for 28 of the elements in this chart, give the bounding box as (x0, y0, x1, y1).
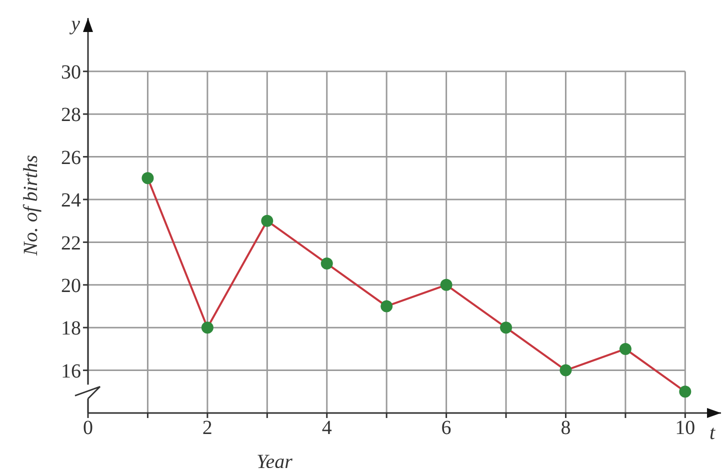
point (201, 322, 214, 334)
x-tick-label: 6 (441, 417, 452, 440)
text: y (69, 13, 80, 35)
y-tick-label: 28 (61, 104, 81, 126)
x-tick-label: 2 (202, 417, 212, 440)
x-axis-title: Year (256, 451, 293, 473)
point (500, 322, 512, 334)
text: t (709, 422, 716, 444)
y-tick-label: 24 (61, 190, 81, 212)
point (440, 278, 452, 291)
y-tick-label: 16 (61, 360, 81, 382)
point (380, 300, 393, 312)
x-tick-label: 0 (83, 417, 93, 440)
point (619, 342, 632, 355)
y-tick-label: 18 (61, 318, 81, 340)
y-tick-label: 26 (61, 146, 81, 169)
x-tick-label: 8 (560, 417, 571, 440)
point (320, 258, 333, 270)
point (560, 364, 572, 376)
y-tick-label: 20 (61, 274, 81, 297)
x-tick-label: 10 (675, 417, 696, 440)
y-tick-label: 22 (61, 232, 81, 254)
y-axis-title: No. of births (20, 154, 42, 256)
point (261, 214, 274, 227)
point (142, 172, 154, 184)
y-tick-label: 30 (61, 61, 81, 84)
x-tick-label: 4 (322, 417, 332, 440)
point (679, 386, 692, 398)
